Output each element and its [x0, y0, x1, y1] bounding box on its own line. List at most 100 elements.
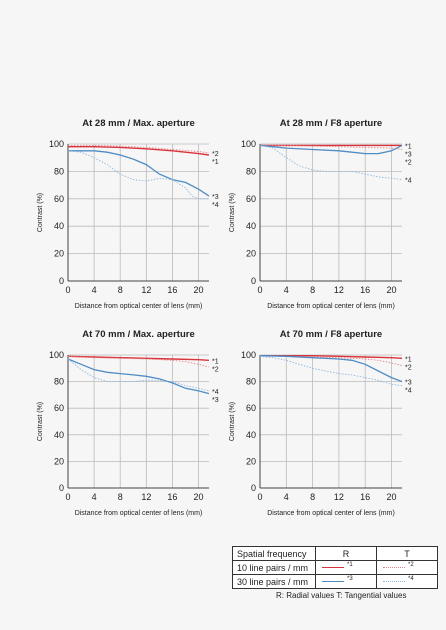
series-end-label: *4 — [212, 389, 219, 396]
legend-header-row: Spatial frequency R T — [232, 546, 438, 561]
y-tick-label: 100 — [49, 350, 64, 360]
y-tick-label: 40 — [54, 430, 64, 440]
y-tick-label: 60 — [54, 403, 64, 413]
series-end-label: *2 — [212, 366, 219, 373]
legend-header-t: T — [376, 546, 438, 561]
y-axis-label: Contrast (%) — [37, 193, 44, 232]
legend-mark: *3 — [347, 576, 353, 582]
legend-mark: *1 — [347, 562, 353, 568]
x-tick-label: 12 — [141, 492, 151, 502]
series-end-label: *1 — [212, 159, 219, 166]
series-end-label: *2 — [405, 364, 412, 371]
y-tick-label: 0 — [59, 483, 64, 493]
y-tick-label: 40 — [54, 221, 64, 231]
x-tick-label: 8 — [118, 492, 123, 502]
chart-title: At 28 mm / F8 aperture — [280, 118, 382, 129]
x-tick-label: 16 — [167, 285, 177, 295]
legend-swatch-t-30: *4 — [376, 574, 438, 589]
series-line — [67, 358, 210, 395]
series-line — [259, 355, 403, 383]
legend-swatch-t-10: *2 — [376, 560, 438, 575]
y-axis-label: Contrast (%) — [229, 193, 236, 232]
y-tick-label: 80 — [246, 377, 256, 387]
x-tick-label: 16 — [360, 492, 370, 502]
series-end-label: *1 — [405, 356, 412, 363]
legend-mark: *4 — [408, 576, 414, 582]
legend-row-label: 10 line pairs / mm — [232, 560, 316, 575]
series-end-label: *3 — [405, 380, 412, 387]
series-line — [67, 150, 209, 200]
series-line — [68, 145, 210, 156]
x-tick-label: 20 — [386, 492, 396, 502]
x-tick-label: 0 — [65, 492, 70, 502]
y-tick-label: 60 — [54, 194, 64, 204]
series-line — [259, 355, 403, 387]
x-tick-label: 4 — [284, 492, 289, 502]
x-tick-label: 8 — [310, 285, 315, 295]
series-line — [67, 355, 210, 361]
series-end-label: *4 — [212, 202, 219, 209]
x-tick-label: 4 — [284, 285, 289, 295]
legend-table: Spatial frequency R T 10 line pairs / mm… — [232, 546, 438, 589]
series-line — [67, 355, 210, 368]
y-tick-label: 60 — [246, 194, 256, 204]
y-axis-label: Contrast (%) — [37, 402, 44, 441]
y-tick-label: 20 — [54, 456, 64, 466]
x-tick-label: 8 — [118, 285, 123, 295]
series-end-label: *2 — [405, 159, 412, 166]
x-tick-label: 16 — [167, 492, 177, 502]
y-tick-label: 100 — [49, 139, 64, 149]
y-tick-label: 40 — [246, 221, 256, 231]
legend-note: R: Radial values T: Tangential values — [276, 591, 407, 600]
x-tick-label: 12 — [141, 285, 151, 295]
y-tick-label: 20 — [54, 249, 64, 259]
series-end-label: *1 — [212, 358, 219, 365]
legend-row-10lp: 10 line pairs / mm *1 *2 — [232, 560, 438, 575]
legend-swatch-r-10: *1 — [315, 560, 377, 575]
y-tick-label: 0 — [251, 483, 256, 493]
chart-title: At 70 mm / F8 aperture — [280, 329, 382, 340]
legend-row-30lp: 30 line pairs / mm *3 *4 — [232, 574, 438, 589]
series-end-label: *4 — [405, 388, 412, 395]
series-end-label: *3 — [212, 194, 219, 201]
x-tick-label: 4 — [92, 285, 97, 295]
x-tick-label: 0 — [257, 492, 262, 502]
x-tick-label: 16 — [360, 285, 370, 295]
series-end-label: *4 — [405, 178, 412, 185]
x-tick-label: 0 — [65, 285, 70, 295]
y-tick-label: 80 — [54, 166, 64, 176]
y-tick-label: 20 — [246, 249, 256, 259]
series-line — [259, 144, 403, 181]
x-tick-label: 12 — [334, 285, 344, 295]
x-tick-label: 20 — [194, 285, 204, 295]
x-tick-label: 20 — [194, 492, 204, 502]
x-axis-label: Distance from optical center of lens (mm… — [267, 510, 395, 517]
chart-title: At 70 mm / Max. aperture — [82, 329, 194, 340]
series-end-label: *1 — [405, 143, 412, 150]
y-tick-label: 80 — [246, 166, 256, 176]
series-line — [68, 144, 210, 154]
x-tick-label: 4 — [92, 492, 97, 502]
y-tick-label: 100 — [241, 350, 256, 360]
legend-row-label: 30 line pairs / mm — [232, 574, 316, 589]
x-tick-label: 12 — [334, 492, 344, 502]
chart-title: At 28 mm / Max. aperture — [82, 118, 194, 129]
series-end-label: *2 — [212, 151, 219, 158]
legend-mark: *2 — [408, 562, 414, 568]
y-tick-label: 0 — [251, 276, 256, 286]
legend-header-r: R — [315, 546, 377, 561]
legend-swatch-r-30: *3 — [315, 574, 377, 589]
y-tick-label: 20 — [246, 456, 256, 466]
series-line — [260, 144, 403, 150]
series-line — [67, 358, 210, 392]
y-tick-label: 60 — [246, 403, 256, 413]
x-tick-label: 20 — [386, 285, 396, 295]
x-axis-label: Distance from optical center of lens (mm… — [267, 303, 395, 310]
y-tick-label: 100 — [241, 139, 256, 149]
y-tick-label: 0 — [59, 276, 64, 286]
y-axis-label: Contrast (%) — [229, 402, 236, 441]
series-end-label: *3 — [212, 397, 219, 404]
y-tick-label: 80 — [54, 377, 64, 387]
series-line — [259, 144, 403, 155]
